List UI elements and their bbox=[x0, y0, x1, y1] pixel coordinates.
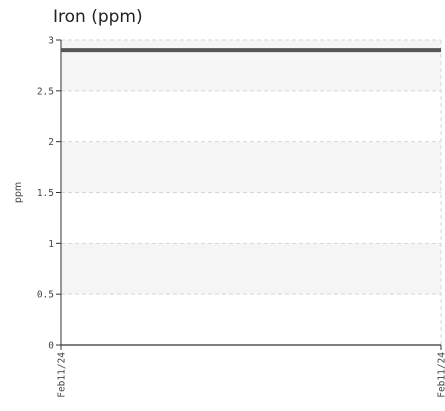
y-tick-label: 1 bbox=[48, 239, 54, 250]
y-axis: 0 0.5 1 1.5 2 2.5 3 bbox=[37, 36, 62, 352]
x-axis: Feb11/24 Feb11/24 bbox=[57, 344, 445, 398]
grid-band bbox=[61, 243, 441, 295]
y-tick-label: 0.5 bbox=[37, 290, 54, 301]
y-axis-label: ppm bbox=[13, 182, 24, 203]
y-tick-label: 2.5 bbox=[37, 86, 54, 97]
grid-band bbox=[61, 40, 441, 91]
grid-band bbox=[61, 141, 441, 193]
y-tick-label: 0 bbox=[48, 341, 54, 352]
chart-title: Iron (ppm) bbox=[53, 7, 143, 27]
background-bands bbox=[61, 40, 441, 295]
y-tick-label: 1.5 bbox=[37, 188, 54, 199]
x-tick-label: Feb11/24 bbox=[437, 352, 445, 398]
grid-lines bbox=[60, 39, 442, 345]
y-tick-label: 3 bbox=[48, 36, 54, 47]
y-tick-label: 2 bbox=[48, 137, 54, 148]
x-tick-label: Feb11/24 bbox=[57, 352, 68, 398]
